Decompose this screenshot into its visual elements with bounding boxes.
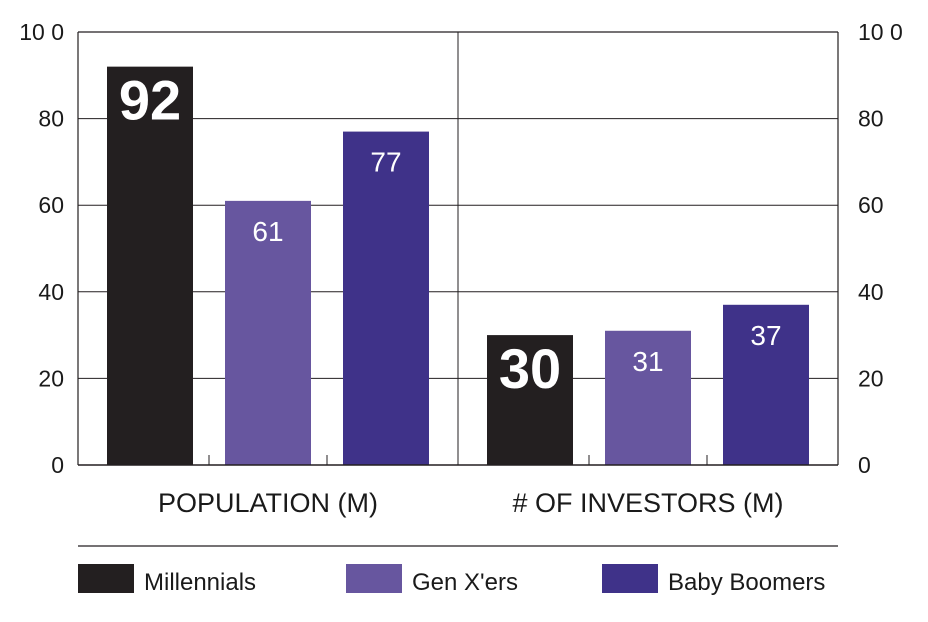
- bar-millennials-0: [107, 66, 193, 465]
- legend-swatch: [602, 564, 658, 593]
- bar-gen-x-ers-0: [225, 200, 311, 465]
- bar-gen-x-ers-1: [605, 330, 691, 465]
- y-tick-label-left: 40: [38, 279, 64, 305]
- y-tick-label-right: 80: [858, 106, 884, 132]
- legend-label: Gen X'ers: [412, 569, 518, 596]
- y-tick-label-right: 10 0: [858, 19, 903, 45]
- bar-baby-boomers-0: [343, 131, 429, 465]
- bar-millennials-1: [487, 335, 573, 465]
- legend-label: Baby Boomers: [668, 569, 825, 596]
- category-label: POPULATION (M): [158, 488, 378, 518]
- legend-swatch: [78, 564, 134, 593]
- y-tick-label-left: 80: [38, 106, 64, 132]
- y-tick-label-left: 0: [51, 452, 64, 478]
- y-tick-label-right: 60: [858, 192, 884, 218]
- y-tick-label-right: 40: [858, 279, 884, 305]
- data-label: 30: [499, 337, 561, 400]
- category-label: # OF INVESTORS (M): [512, 488, 783, 518]
- legend-label: Millennials: [144, 569, 256, 596]
- y-tick-label-left: 60: [38, 192, 64, 218]
- data-label: 31: [632, 346, 663, 377]
- legend-swatch: [346, 564, 402, 593]
- data-label: 77: [370, 147, 401, 178]
- y-tick-label-left: 20: [38, 365, 64, 391]
- data-label: 61: [252, 216, 283, 247]
- data-label: 37: [750, 320, 781, 351]
- y-tick-label-left: 10 0: [19, 19, 64, 45]
- y-tick-label-right: 20: [858, 365, 884, 391]
- data-label: 92: [119, 69, 181, 132]
- y-tick-label-right: 0: [858, 452, 871, 478]
- bar-baby-boomers-1: [723, 304, 809, 465]
